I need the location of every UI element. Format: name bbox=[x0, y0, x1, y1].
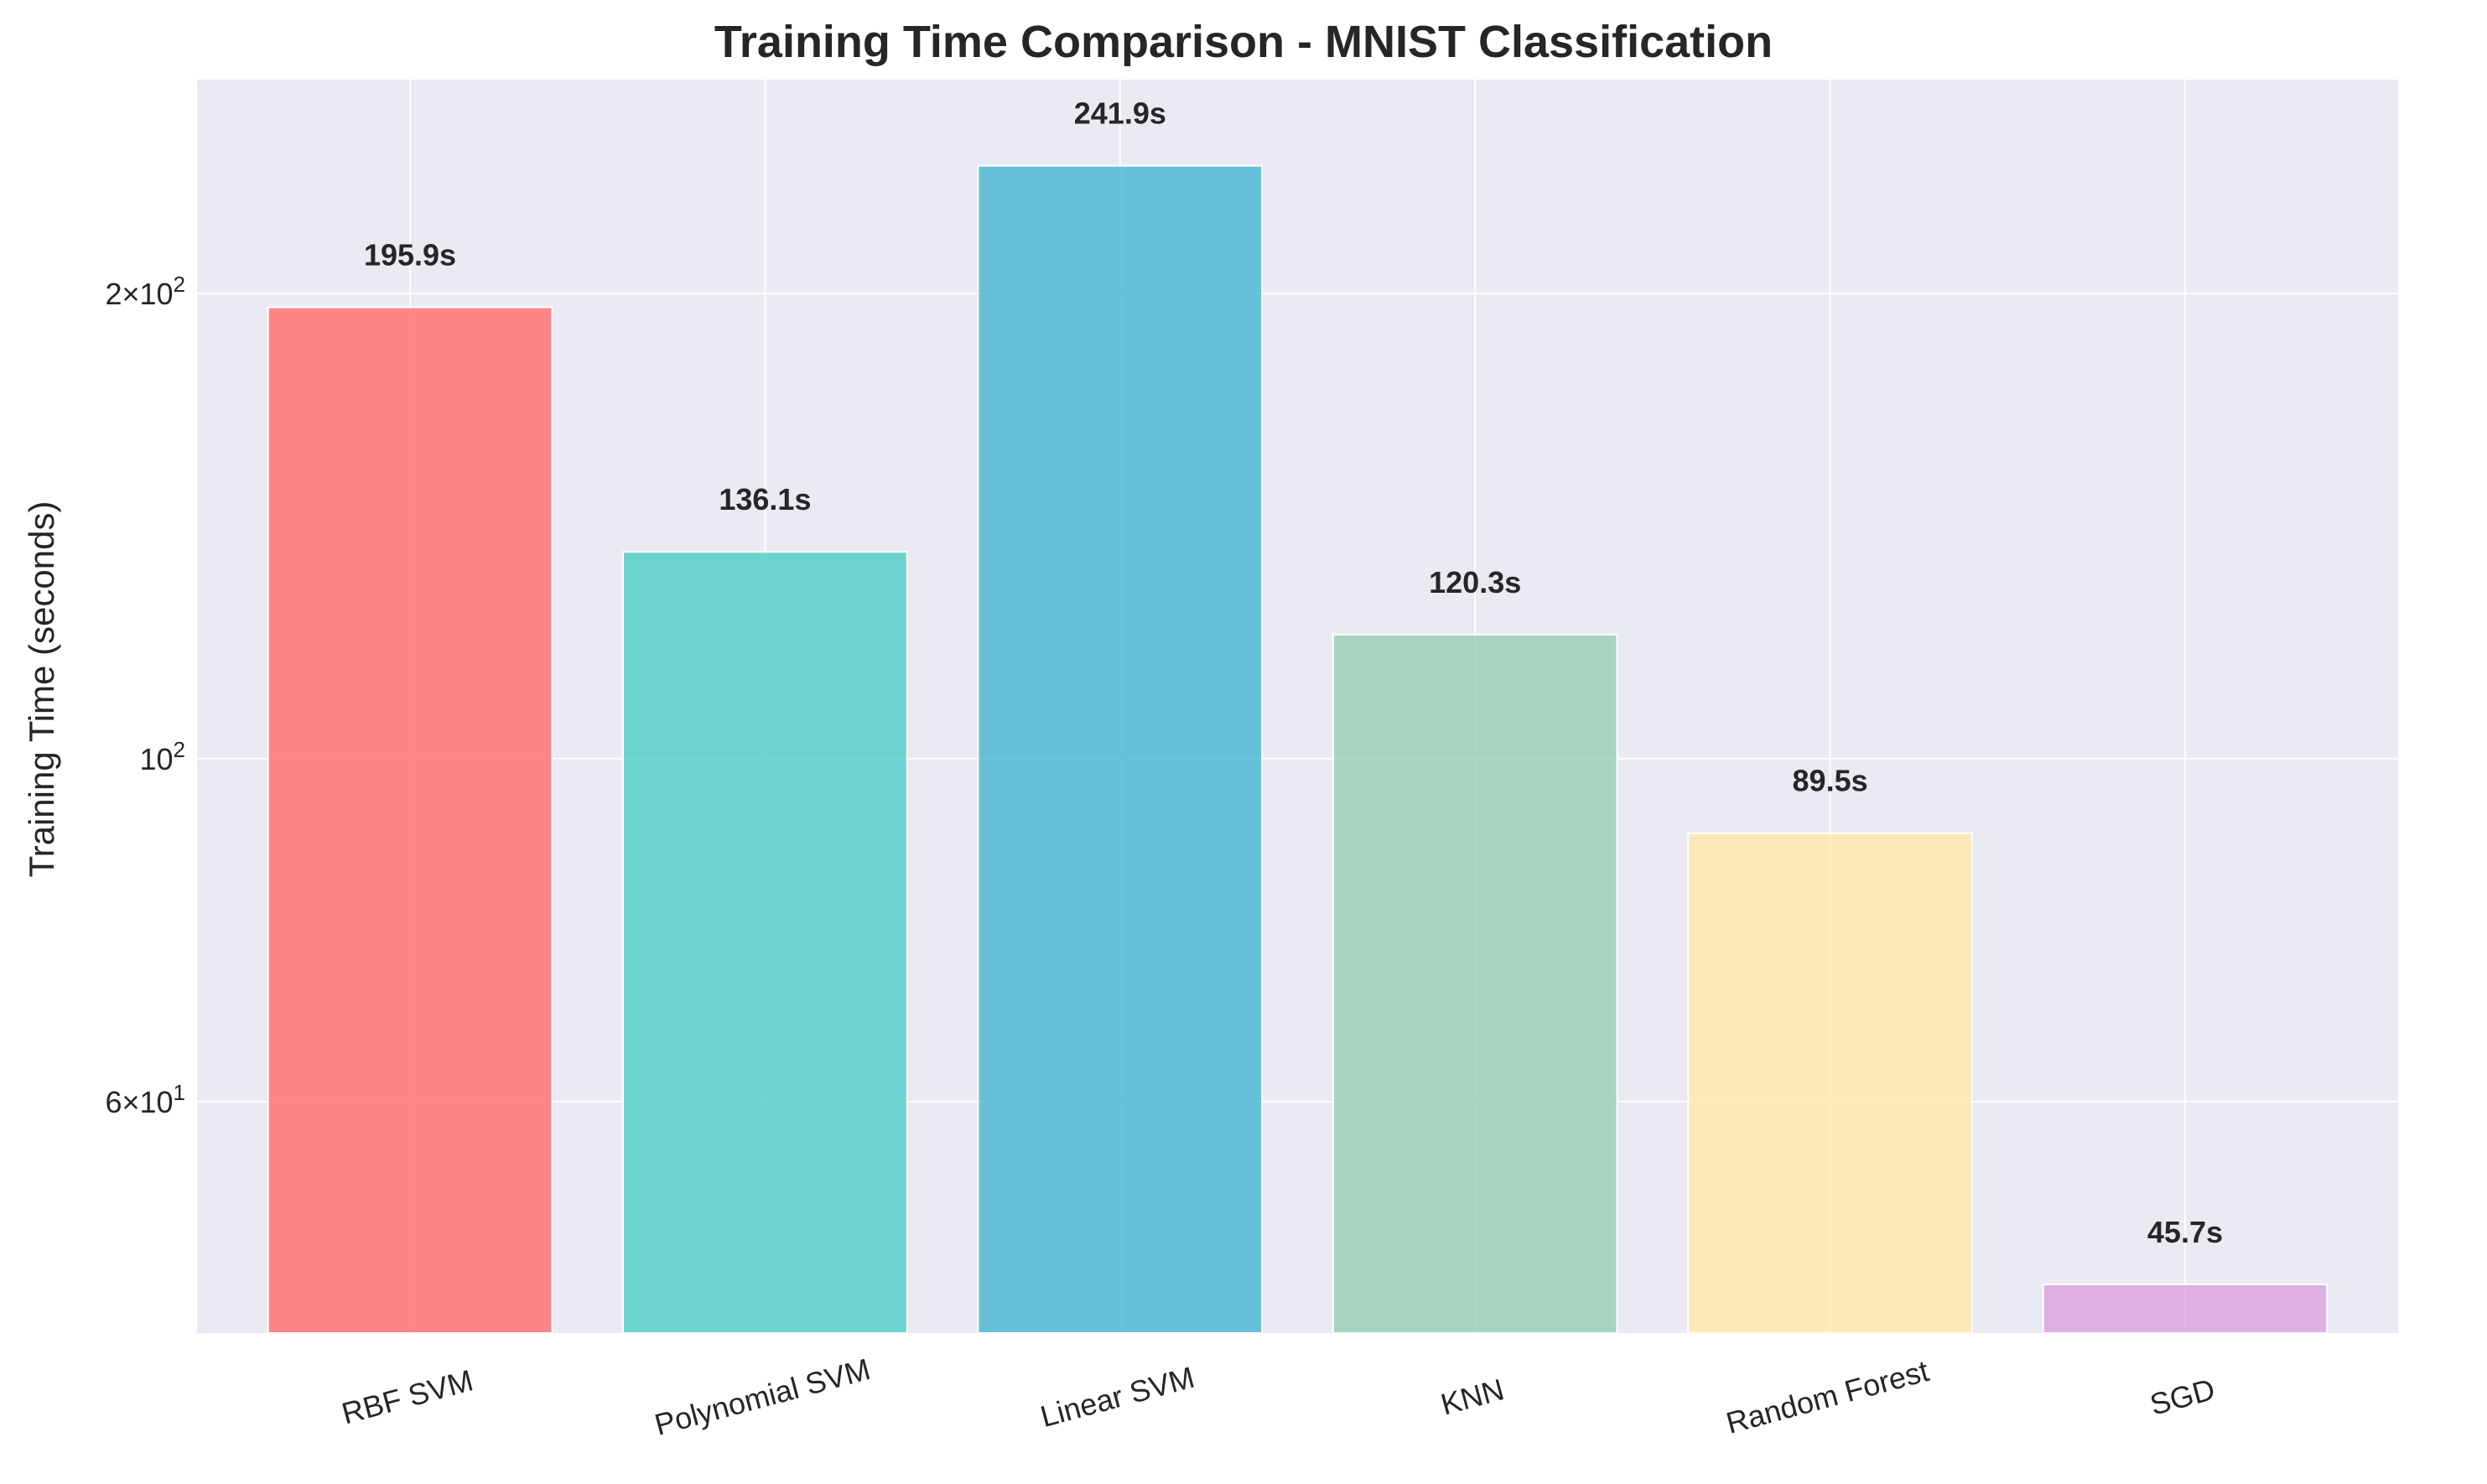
bar bbox=[977, 164, 1264, 1334]
data-label: 120.3s bbox=[1429, 565, 1521, 599]
data-labels: 195.9s 136.1s 241.9s 120.3s 89.5s 45.7s bbox=[364, 96, 2223, 1249]
y-tick-label: 2×102 bbox=[105, 272, 185, 311]
y-axis-tick-labels: 6×101 102 2×102 bbox=[105, 272, 185, 1119]
y-tick-label: 6×101 bbox=[105, 1080, 185, 1119]
chart-title: Training Time Comparison - MNIST Classif… bbox=[714, 17, 1773, 67]
y-tick-label: 102 bbox=[139, 737, 185, 776]
data-label: 89.5s bbox=[1793, 764, 1868, 798]
bar bbox=[267, 306, 553, 1334]
data-label: 136.1s bbox=[719, 482, 811, 516]
bars bbox=[267, 164, 2329, 1335]
bar bbox=[1332, 633, 1618, 1334]
data-label: 195.9s bbox=[364, 238, 456, 272]
y-axis-label: Training Time (seconds) bbox=[22, 501, 61, 878]
bar bbox=[2042, 1283, 2329, 1335]
bar bbox=[1687, 832, 1973, 1334]
bar bbox=[622, 551, 908, 1334]
data-label: 241.9s bbox=[1074, 96, 1166, 131]
data-label: 45.7s bbox=[2147, 1215, 2223, 1249]
plot-area bbox=[197, 80, 2398, 1333]
